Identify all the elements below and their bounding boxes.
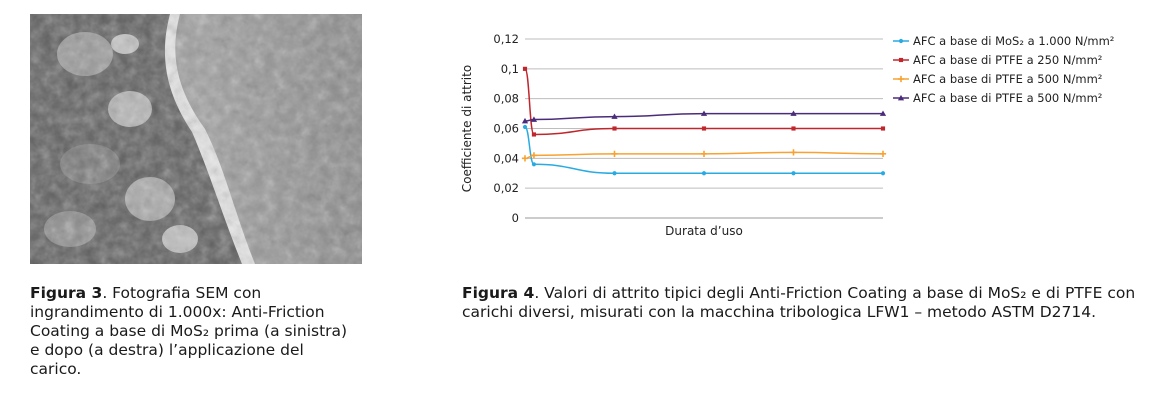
chart: 0 0,02 0,04 0,06 0,08 0,1 0,12 Coefficiente di…	[460, 32, 1114, 238]
data-point	[791, 126, 796, 131]
data-point	[530, 116, 538, 122]
data-point	[879, 150, 887, 157]
y-tick-label: 0,06	[493, 122, 519, 136]
data-point	[521, 117, 529, 124]
y-tick-label: 0,1	[501, 62, 519, 76]
legend-label: AFC a base di PTFE a 500 N/mm²	[913, 72, 1102, 86]
sem-photo	[30, 14, 362, 264]
data-point	[879, 110, 887, 116]
legend-item: AFC a base di MoS₂ a 1.000 N/mm²	[893, 34, 1114, 48]
y-tick-label: 0,08	[493, 92, 519, 106]
figure4-text: . Valori di attrito tipici degli Anti-Fr…	[462, 284, 1136, 321]
figure3-text: . Fotografia SEM con ingrandimento di 1.…	[30, 284, 348, 378]
data-point	[531, 162, 537, 167]
figure4-caption: Figura 4. Valori di attrito tipici degli…	[462, 284, 1142, 322]
chart-series	[521, 66, 887, 176]
legend-item: AFC a base di PTFE a 500 N/mm²	[893, 91, 1102, 105]
data-point	[522, 124, 528, 130]
y-tick-labels: 0 0,02 0,04 0,06 0,08 0,1 0,12	[493, 32, 519, 225]
data-point	[611, 113, 618, 119]
data-point	[522, 66, 528, 71]
y-tick-label: 0,12	[493, 32, 519, 46]
data-point	[531, 132, 537, 137]
series-line	[524, 126, 883, 175]
data-point	[612, 126, 617, 131]
data-point	[701, 171, 707, 176]
data-point	[897, 75, 905, 83]
data-point	[521, 155, 529, 162]
data-point	[790, 149, 797, 156]
series-1	[522, 124, 886, 176]
data-point	[898, 38, 904, 44]
data-point	[700, 150, 708, 157]
series-line	[524, 68, 883, 136]
data-point	[701, 126, 707, 131]
legend-label: AFC a base di PTFE a 250 N/mm²	[913, 53, 1102, 67]
x-axis-label: Durata d’uso	[665, 224, 743, 238]
figure3-label: Figura 3	[30, 284, 103, 302]
y-tick-label: 0	[512, 211, 519, 225]
y-tick-label: 0,02	[493, 181, 519, 195]
legend-item: AFC a base di PTFE a 500 N/mm²	[893, 72, 1102, 86]
y-axis-label: Coefficiente di attrito	[460, 65, 474, 192]
data-point	[898, 57, 904, 63]
data-point	[791, 171, 796, 176]
series-4	[521, 110, 887, 124]
series-3	[521, 149, 887, 162]
data-point	[611, 150, 618, 157]
data-point	[700, 110, 708, 116]
data-point	[790, 110, 797, 116]
legend: AFC a base di MoS₂ a 1.000 N/mm² AFC a ba…	[893, 34, 1114, 105]
data-point	[880, 126, 886, 131]
data-point	[897, 94, 905, 101]
figure3-caption: Figura 3. Fotografia SEM con ingrandimen…	[30, 284, 350, 379]
data-point	[612, 171, 617, 176]
y-tick-label: 0,04	[493, 151, 519, 165]
legend-item: AFC a base di PTFE a 250 N/mm²	[893, 53, 1102, 67]
data-point	[530, 152, 538, 159]
legend-label: AFC a base di PTFE a 500 N/mm²	[913, 91, 1102, 105]
legend-label: AFC a base di MoS₂ a 1.000 N/mm²	[913, 34, 1114, 48]
figure4-label: Figura 4	[462, 284, 535, 302]
series-2	[522, 66, 886, 137]
data-point	[880, 171, 886, 176]
